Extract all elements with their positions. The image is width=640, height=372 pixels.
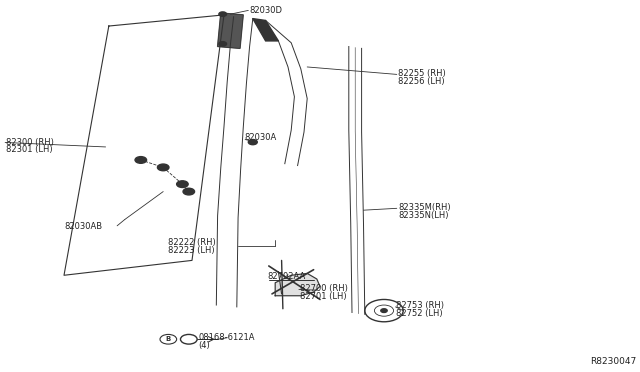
Polygon shape — [275, 273, 320, 296]
Text: 82752 (LH): 82752 (LH) — [396, 309, 442, 318]
Text: 82700 (RH): 82700 (RH) — [300, 284, 348, 293]
Text: 82030A: 82030A — [244, 133, 276, 142]
Text: 82335N(LH): 82335N(LH) — [398, 211, 449, 219]
Text: 82753 (RH): 82753 (RH) — [396, 301, 444, 310]
Circle shape — [381, 309, 387, 312]
Text: 08168-6121A: 08168-6121A — [198, 333, 255, 342]
Circle shape — [219, 42, 227, 46]
Circle shape — [135, 157, 147, 163]
Circle shape — [177, 181, 188, 187]
Text: R8230047: R8230047 — [591, 357, 637, 366]
Text: 82335M(RH): 82335M(RH) — [398, 203, 451, 212]
Text: (4): (4) — [198, 341, 210, 350]
Circle shape — [248, 140, 257, 145]
Polygon shape — [253, 19, 278, 41]
Circle shape — [219, 12, 227, 16]
Text: 82300 (RH): 82300 (RH) — [6, 138, 54, 147]
Text: 82701 (LH): 82701 (LH) — [300, 292, 346, 301]
Text: 82255 (RH): 82255 (RH) — [398, 69, 446, 78]
Polygon shape — [218, 13, 243, 48]
Text: B: B — [166, 336, 171, 342]
Text: 82702AA: 82702AA — [268, 272, 306, 280]
Text: 82030D: 82030D — [250, 6, 283, 15]
Text: 82030AB: 82030AB — [64, 222, 102, 231]
Text: 82222 (RH): 82222 (RH) — [168, 238, 216, 247]
Circle shape — [157, 164, 169, 171]
Circle shape — [183, 188, 195, 195]
Text: 82256 (LH): 82256 (LH) — [398, 77, 445, 86]
Text: 82223 (LH): 82223 (LH) — [168, 246, 215, 255]
Text: 82301 (LH): 82301 (LH) — [6, 145, 53, 154]
